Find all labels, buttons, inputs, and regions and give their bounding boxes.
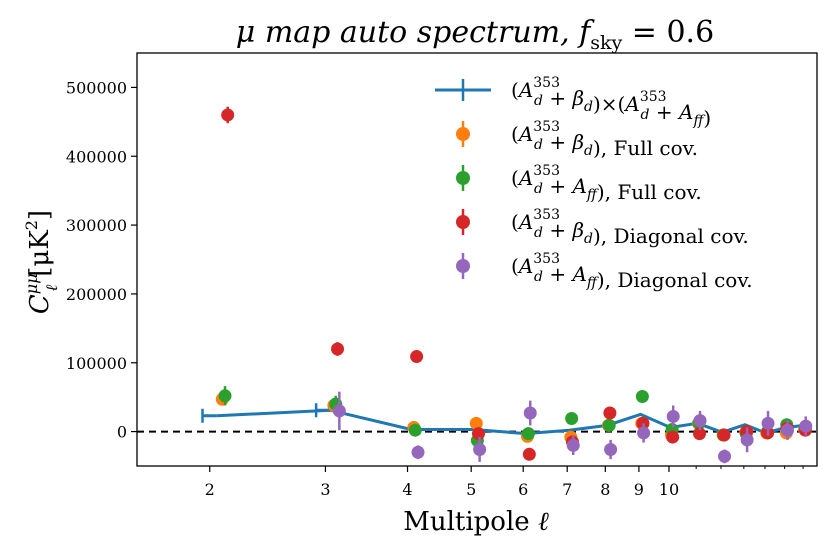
x-axis-label-symbol: ℓ bbox=[538, 507, 549, 537]
series-line bbox=[216, 408, 805, 436]
legend-label: (A353 d + Aff), Full cov. bbox=[511, 163, 702, 204]
data-point bbox=[635, 389, 649, 403]
x-tick-label: 7 bbox=[562, 480, 572, 499]
data-point bbox=[637, 426, 651, 440]
data-point bbox=[408, 423, 422, 437]
data-point bbox=[523, 406, 537, 420]
y-axis-label-sup: μμ bbox=[22, 273, 41, 294]
x-tick-label: 3 bbox=[320, 480, 330, 499]
y-tick-label: 300000 bbox=[66, 216, 127, 235]
legend-label: (A353 d + βd), Diagonal cov. bbox=[511, 207, 749, 248]
x-tick-label: 5 bbox=[466, 480, 476, 499]
data-point bbox=[717, 428, 731, 442]
legend-marker bbox=[456, 259, 470, 273]
y-axis-label-sub: ℓ bbox=[42, 284, 61, 291]
title-sub: sky bbox=[590, 32, 622, 54]
legend-label: (A353 d + Aff), Diagonal cov. bbox=[511, 251, 753, 292]
data-point bbox=[521, 427, 535, 441]
x-axis-label: Multipole ℓ bbox=[403, 507, 549, 537]
legend-label: (A353 d + βd)×(A353 d + Aff) bbox=[511, 75, 711, 130]
x-tick-label: 4 bbox=[402, 480, 412, 499]
data-point bbox=[566, 438, 580, 452]
y-tick-label: 0 bbox=[117, 423, 127, 442]
data-point bbox=[799, 419, 813, 433]
x-tick-label: 2 bbox=[205, 480, 215, 499]
data-point bbox=[666, 430, 680, 444]
y-tick-label: 200000 bbox=[66, 285, 127, 304]
data-point bbox=[410, 350, 424, 364]
data-point bbox=[602, 418, 616, 432]
x-tick-label: 9 bbox=[634, 480, 644, 499]
data-point bbox=[693, 414, 707, 428]
x-tick-label: 6 bbox=[518, 480, 528, 499]
y-axis-label-unit-sup: 2 bbox=[22, 220, 41, 230]
legend-item-s2: (A353 d + Aff), Full cov. bbox=[456, 163, 702, 204]
x-tick-label: 8 bbox=[600, 480, 610, 499]
x-axis-label-text: Multipole bbox=[403, 507, 538, 537]
data-point bbox=[472, 427, 486, 441]
legend-marker bbox=[456, 215, 470, 229]
x-tick-label: 10 bbox=[659, 480, 679, 499]
data-point bbox=[740, 433, 754, 447]
data-point bbox=[221, 108, 235, 122]
y-axis-label: Cμμℓ [μK2] bbox=[22, 210, 61, 314]
data-point bbox=[469, 416, 483, 430]
data-point bbox=[332, 404, 346, 418]
y-axis-label-c: C bbox=[25, 294, 55, 314]
legend-item-s4: (A353 d + Aff), Diagonal cov. bbox=[456, 251, 753, 292]
data-point bbox=[666, 409, 680, 423]
legend: (A353 d + βd)×(A353 d + Aff)(A353 d + βd), … bbox=[435, 75, 753, 292]
data-point bbox=[761, 416, 775, 430]
title-value: = 0.6 bbox=[622, 15, 714, 50]
data-point bbox=[603, 406, 617, 420]
data-point bbox=[218, 389, 232, 403]
y-tick-label: 100000 bbox=[66, 354, 127, 373]
data-point bbox=[331, 342, 345, 356]
series-s4 bbox=[332, 391, 813, 464]
data-point bbox=[718, 449, 732, 463]
data-point bbox=[473, 442, 487, 456]
legend-marker bbox=[456, 127, 470, 141]
legend-item-s3: (A353 d + βd), Diagonal cov. bbox=[456, 207, 749, 248]
y-tick-label: 500000 bbox=[66, 78, 127, 97]
legend-marker bbox=[456, 171, 470, 185]
y-tick-label: 400000 bbox=[66, 147, 127, 166]
y-axis-label-unit: [μK bbox=[25, 230, 55, 277]
data-point bbox=[522, 447, 536, 461]
legend-item-s0: (A353 d + βd)×(A353 d + Aff) bbox=[435, 75, 711, 130]
data-point bbox=[604, 442, 618, 456]
legend-label: (A353 d + βd), Full cov. bbox=[511, 119, 698, 160]
legend-item-s1: (A353 d + βd), Full cov. bbox=[456, 119, 698, 160]
chart-title: μ map auto spectrum, fsky = 0.6 bbox=[236, 15, 714, 54]
data-point bbox=[411, 445, 425, 459]
data-point bbox=[565, 412, 579, 426]
data-point bbox=[693, 427, 707, 441]
title-mu: μ map auto spectrum, bbox=[236, 15, 579, 50]
data-point bbox=[781, 423, 795, 437]
series-s0 bbox=[201, 403, 805, 436]
y-axis-label-unit-close: ] bbox=[25, 210, 55, 220]
plot-frame bbox=[136, 52, 818, 467]
